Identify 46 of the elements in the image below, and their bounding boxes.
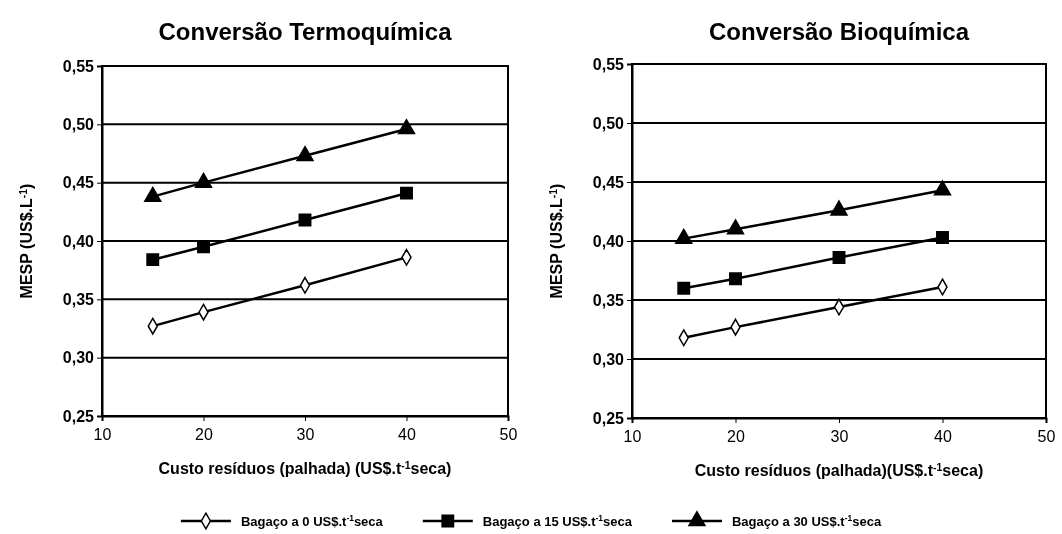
point — [830, 200, 848, 216]
y-tick-label: 0,55 — [592, 55, 625, 73]
x-tick-label: 50 — [499, 426, 518, 443]
chart-title: Conversão Termoquímica — [158, 18, 453, 45]
x-tick-label: 20 — [195, 426, 213, 443]
x-axis-title: Custo resíduos (palhada)(US$.t$^{-1}$seca) — [694, 461, 984, 479]
y-tick-label: 0,30 — [62, 349, 95, 367]
x-tick-label: 40 — [934, 428, 952, 445]
point — [397, 119, 416, 135]
x-tick-label: 10 — [623, 428, 642, 445]
point — [675, 228, 693, 244]
point — [144, 186, 162, 203]
legend-label: Bagaço a 30 US$.t$^{-1}$seca — [731, 513, 882, 529]
x-tick-label: 30 — [296, 426, 315, 443]
point — [832, 251, 846, 264]
point — [726, 219, 745, 235]
y-tick-label: 0,45 — [592, 173, 625, 191]
point — [194, 172, 213, 189]
point — [296, 145, 314, 162]
chart-title: Conversão Bioquímica — [708, 18, 970, 45]
point — [677, 281, 691, 295]
y-tick-label: 0,25 — [592, 409, 625, 427]
point — [400, 186, 413, 200]
y-tick-label: 0,45 — [62, 174, 95, 192]
x-tick-label: 10 — [93, 426, 112, 443]
x-tick-label: 50 — [1037, 428, 1056, 445]
y-tick-label: 0,40 — [62, 232, 95, 250]
point — [729, 272, 742, 286]
y-tick-label: 0,55 — [62, 57, 95, 75]
y-tick-label: 0,35 — [62, 290, 95, 308]
point — [933, 180, 952, 196]
point — [146, 253, 160, 267]
point — [197, 240, 210, 254]
y-tick-label: 0,30 — [592, 350, 625, 368]
x-tick-label: 20 — [727, 428, 745, 445]
x-axis-title: Custo resíduos (palhada) (US$.t$^{-1}$seca) — [158, 459, 452, 477]
legend-label: Bagaço a 15 US$.t$^{-1}$seca — [482, 513, 633, 529]
legend-label: Bagaço a 0 US$.t$^{-1}$seca — [240, 513, 384, 529]
x-tick-label: 40 — [398, 426, 416, 443]
point — [936, 231, 949, 244]
x-tick-label: 30 — [830, 428, 849, 445]
y-tick-label: 0,50 — [592, 114, 625, 132]
y-tick-label: 0,50 — [62, 115, 95, 133]
y-tick-label: 0,35 — [592, 291, 625, 309]
y-tick-label: 0,40 — [592, 232, 625, 250]
y-tick-label: 0,25 — [62, 407, 95, 425]
